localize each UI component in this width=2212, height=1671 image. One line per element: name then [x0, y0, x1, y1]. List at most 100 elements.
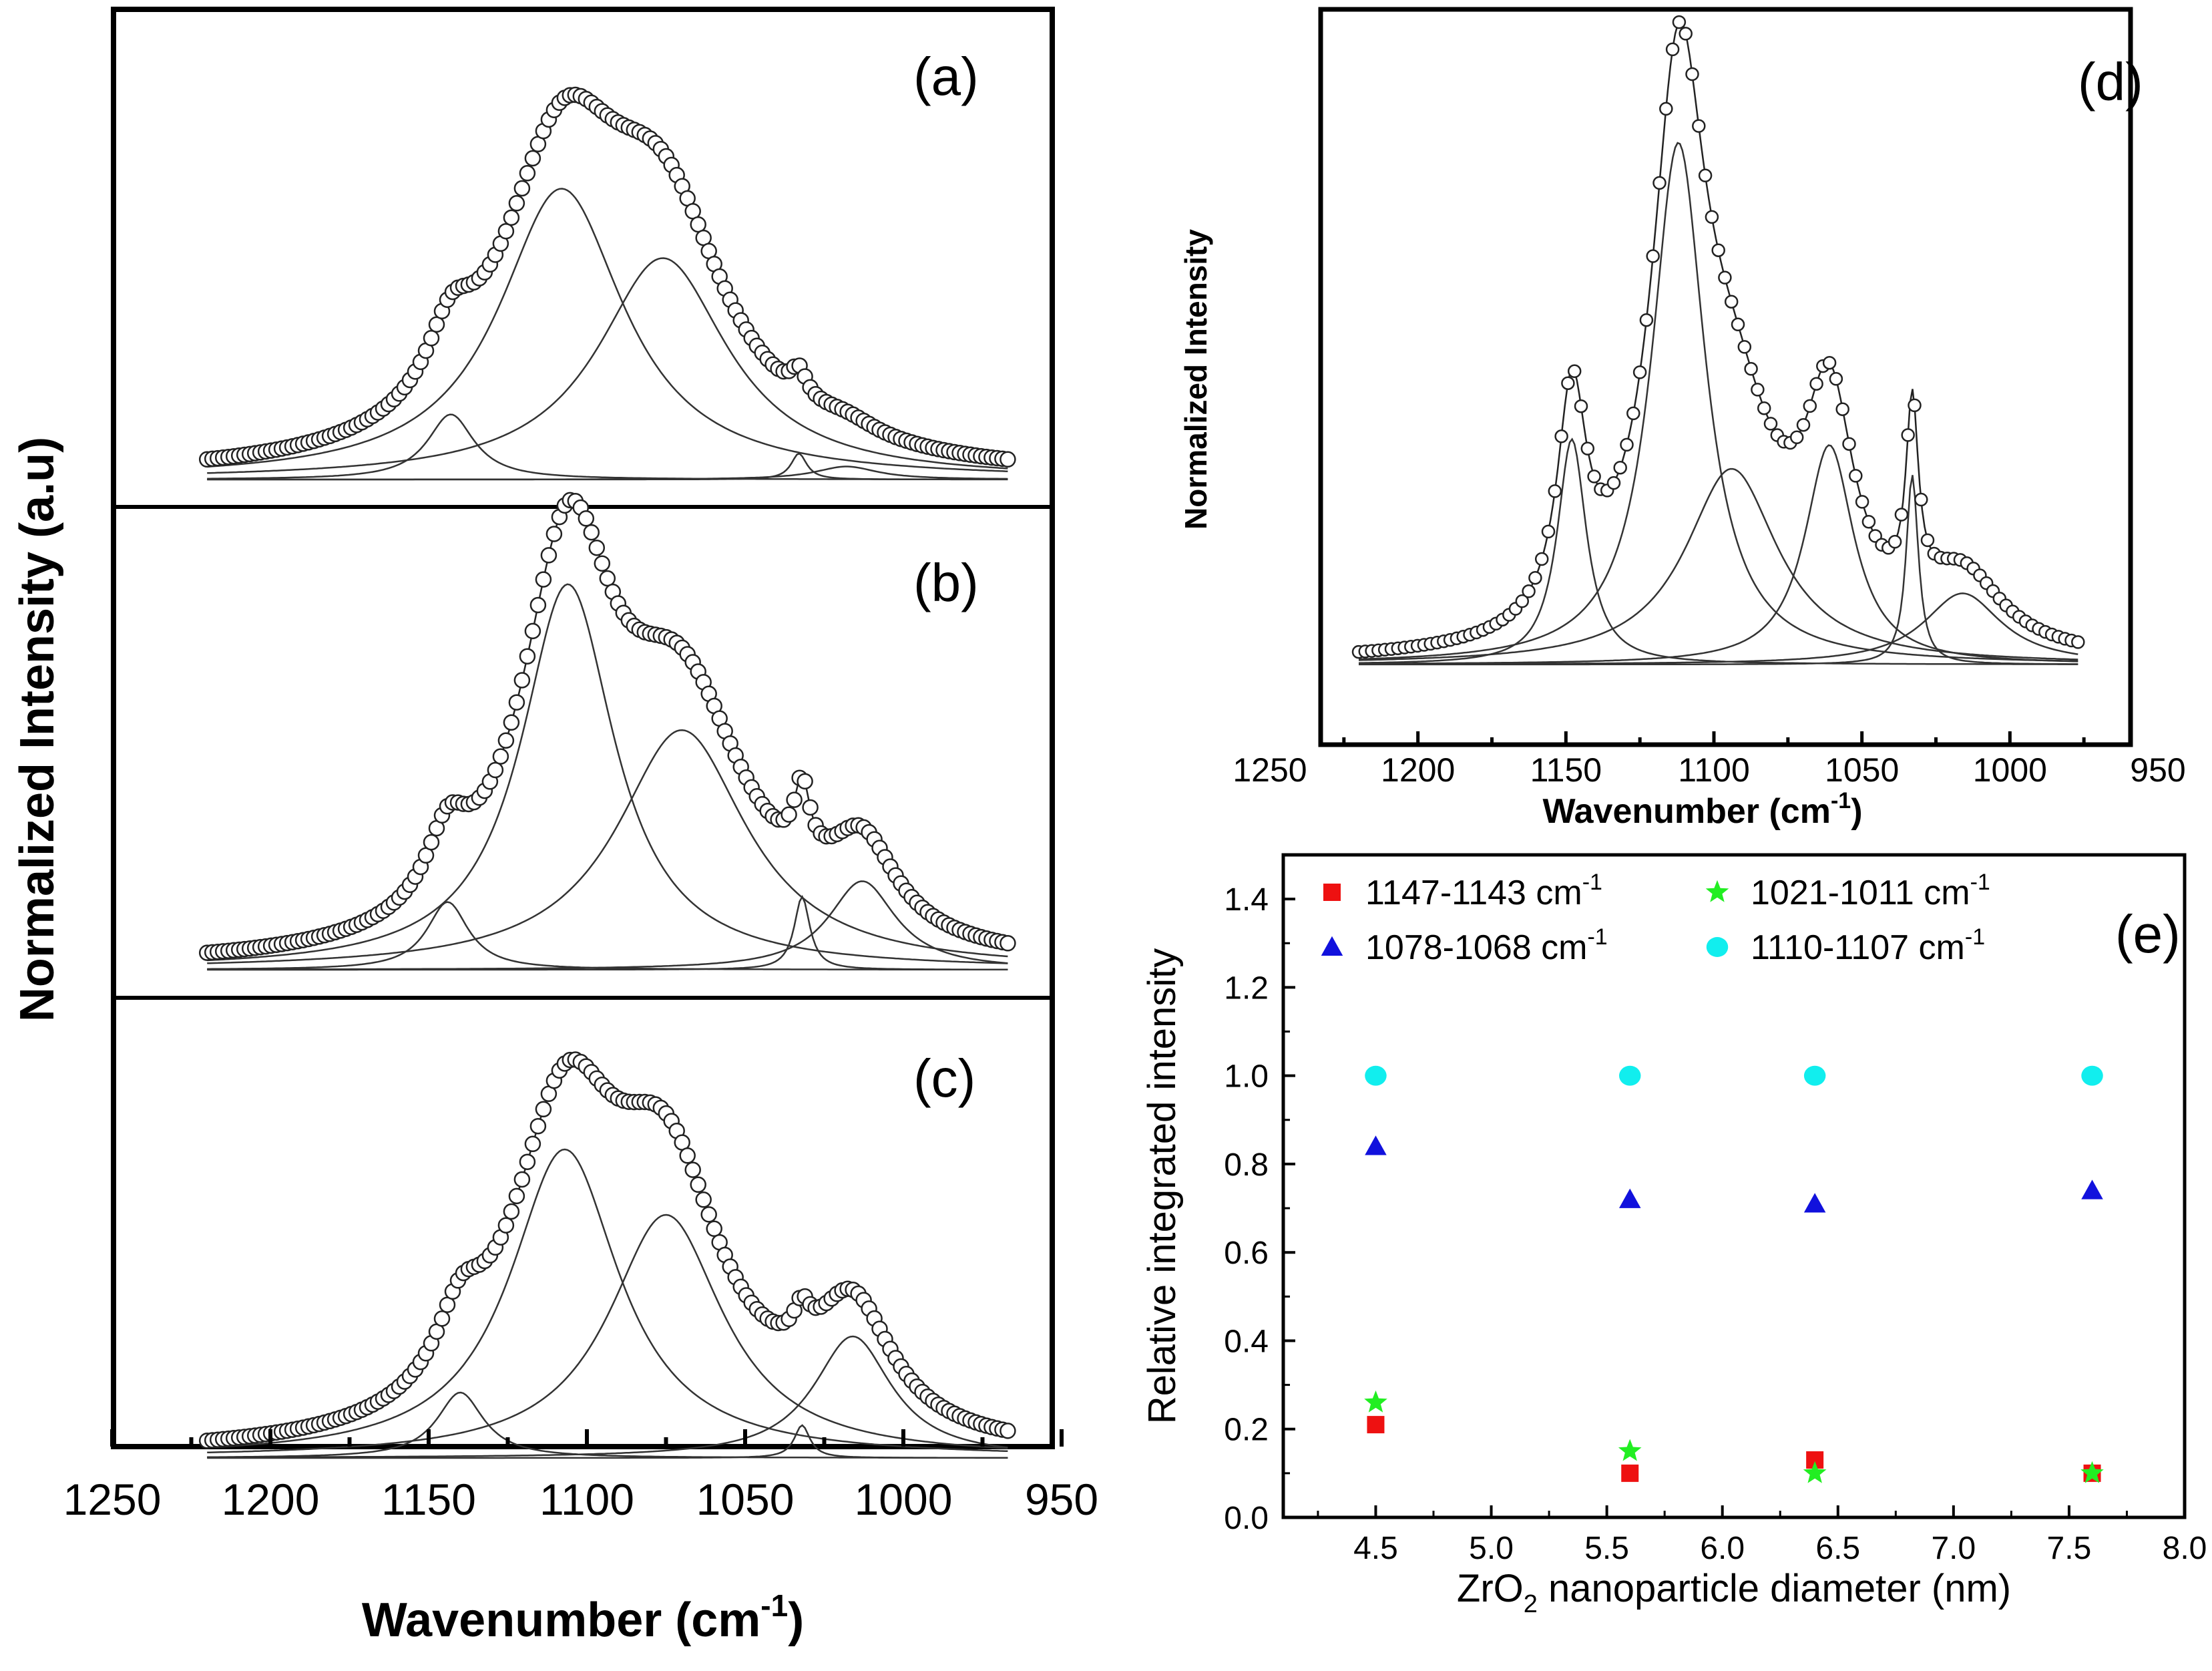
component-peak-1 [207, 583, 1008, 964]
envelope-marker [1894, 508, 1909, 522]
envelope-marker [513, 672, 531, 689]
left-x-axis: 1250 1200 1150 1100 1050 1000 950 [63, 1429, 1098, 1524]
envelope-marker [492, 748, 509, 765]
envelope-marker [594, 555, 611, 572]
x-tick-label: 1000 [1973, 751, 2047, 789]
envelope-marker [1751, 383, 1765, 397]
x-tick-label: 1250 [63, 1475, 162, 1524]
envelope-marker [535, 571, 552, 588]
envelope-marker [1757, 401, 1771, 415]
envelope-marker [1822, 355, 1837, 370]
envelope-marker [1639, 313, 1654, 327]
data-point-star [1803, 1461, 1827, 1483]
envelope-marker [1908, 398, 1922, 413]
envelope-marker [690, 216, 706, 233]
d-x-axis: 1250 1200 1150 1100 1050 1000 950 [1233, 731, 2186, 789]
envelope-marker [1515, 594, 1530, 608]
x-tick-label: 5.0 [1469, 1531, 1514, 1566]
envelope-marker [2071, 635, 2085, 649]
envelope-marker [497, 1217, 515, 1234]
panel-label-a: (a) [913, 47, 979, 106]
d-y-axis-title: Normalized Intensity [1178, 229, 1213, 530]
e-y-axis-title: Relative integrated intensity [1140, 948, 1184, 1425]
left-frame [111, 7, 1055, 1449]
envelope-marker [1665, 42, 1680, 57]
d-frame [1318, 7, 2133, 747]
component-peak-2 [207, 1214, 1008, 1454]
x-tick-label: 950 [1025, 1475, 1098, 1524]
envelope-marker [1803, 399, 1817, 413]
e-frame [1281, 853, 2187, 1519]
envelope-marker [524, 1135, 541, 1153]
envelope-marker [599, 570, 616, 587]
envelope-marker [1679, 27, 1693, 41]
envelope-marker [529, 596, 547, 614]
data-point-triangle [1803, 1193, 1826, 1213]
envelope-marker [1724, 295, 1739, 309]
e-x-axis-title: ZrO2 nanoparticle diameter (nm) [1457, 1567, 2011, 1618]
envelope-marker [706, 1220, 722, 1238]
legend-marker-square [1323, 884, 1341, 901]
envelope-marker [1711, 243, 1725, 257]
envelope-marker [497, 222, 515, 240]
envelope-marker [497, 732, 515, 749]
x-tick-label: 1150 [1530, 751, 1602, 789]
component-peak-2 [207, 257, 1008, 474]
envelope-marker [428, 316, 445, 333]
envelope-marker [1613, 460, 1627, 475]
e-legend: 1147-1143 cm-1 1021-1011 cm-1 1078-1068 cm… [1321, 870, 1990, 967]
x-tick-label: 1050 [1825, 751, 1899, 789]
panel-c-plot [198, 1051, 1016, 1459]
panel-d: 1250 1200 1150 1100 1050 1000 950 (d) Wavenumb… [1178, 7, 2186, 831]
envelope-marker [1561, 376, 1575, 390]
envelope-marker [508, 694, 525, 711]
envelope-marker [1000, 451, 1016, 468]
data-point-circle [1618, 1065, 1641, 1086]
x-tick-label: 1050 [696, 1475, 795, 1524]
x-tick-label: 6.5 [1815, 1531, 1860, 1566]
envelope-marker [1868, 529, 1882, 543]
envelope-marker [503, 714, 520, 731]
envelope-marker [1737, 340, 1752, 354]
envelope-marker [1888, 534, 1902, 549]
envelope-marker [1632, 365, 1647, 379]
envelope-marker [1574, 399, 1588, 413]
y-tick-label: 1.2 [1224, 970, 1269, 1006]
panel-d-plot [1351, 15, 2085, 666]
envelope-marker [578, 510, 595, 527]
envelope-marker [781, 806, 797, 823]
legend-label: 1147-1143 cm-1 [1365, 870, 1602, 912]
envelope-marker [1646, 249, 1660, 263]
envelope-marker [695, 1191, 712, 1208]
e-data-points [1364, 1065, 2104, 1483]
envelope-marker [487, 761, 504, 779]
envelope-marker [508, 195, 525, 212]
x-tick-label: 8.0 [2163, 1531, 2207, 1566]
envelope-marker [1829, 372, 1843, 386]
data-point-star [1364, 1390, 1387, 1413]
component-peak-3 [207, 413, 1008, 480]
envelope-marker [1000, 935, 1016, 952]
x-tick-label: 1100 [1678, 751, 1750, 789]
x-tick-label: 1150 [381, 1475, 476, 1524]
envelope-fit-line [207, 94, 1008, 461]
left-stacked-panels: 1250 1200 1150 1100 1050 1000 950 (a) (b) (c) … [11, 7, 1098, 1647]
envelope-marker [1744, 362, 1758, 376]
envelope-marker [1809, 377, 1823, 391]
x-tick-label: 1200 [222, 1475, 320, 1524]
envelope-marker [524, 150, 541, 167]
envelope-marker [1528, 570, 1542, 585]
component-peak-1 [207, 1148, 1008, 1453]
x-tick-label: 6.0 [1700, 1531, 1745, 1566]
envelope-marker [700, 1206, 717, 1223]
envelope-marker [423, 833, 440, 851]
envelope-marker [1534, 552, 1549, 566]
envelope-marker [786, 791, 803, 808]
data-point-circle [2081, 1065, 2103, 1086]
component-peak-4 [207, 1424, 1008, 1459]
envelope-marker [1652, 176, 1667, 190]
y-tick-label: 0.8 [1224, 1147, 1269, 1183]
x-tick-label: 950 [2130, 751, 2185, 789]
envelope-marker [1567, 364, 1582, 379]
